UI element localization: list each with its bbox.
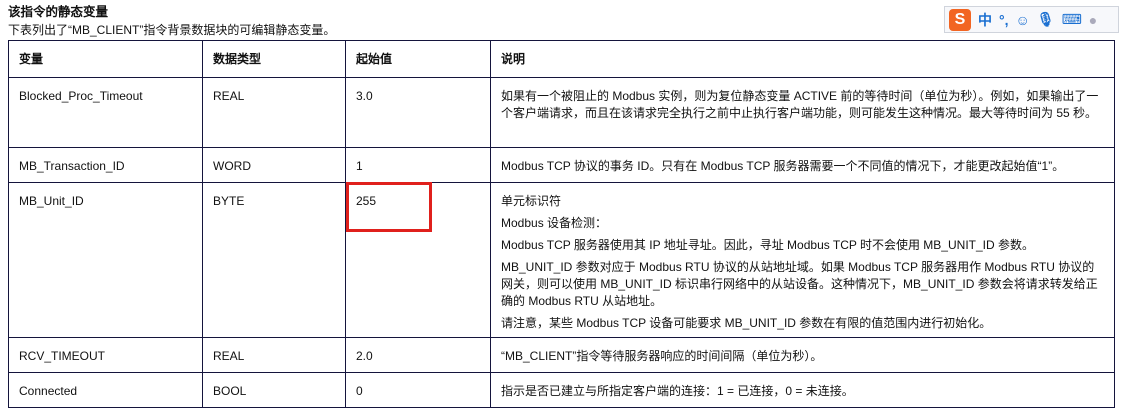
cell-type: BOOL: [202, 372, 346, 408]
microphone-icon[interactable]: 🎙: [1036, 11, 1055, 27]
cell-type: REAL: [202, 77, 346, 148]
cell-start: 2.0: [345, 337, 491, 373]
cell-start: 3.0: [345, 77, 491, 148]
keyboard-icon[interactable]: ⌨: [1061, 11, 1082, 27]
punctuation-toggle[interactable]: °,: [999, 11, 1009, 28]
cell-variable: RCV_TIMEOUT: [8, 337, 203, 373]
table-row: Blocked_Proc_Timeout REAL 3.0 如果有一个被阻止的 …: [8, 77, 1115, 148]
desc-text: Modbus TCP 协议的事务 ID。只有在 Modbus TCP 服务器需要…: [501, 159, 1065, 173]
ime-mode-toggle[interactable]: 中: [978, 11, 992, 28]
desc-text: Modbus TCP 服务器使用其 IP 地址寻址。因此，寻址 Modbus T…: [501, 238, 1034, 252]
desc-text: 指示是否已建立与所指定客户端的连接：1 = 已连接，0 = 未连接。: [501, 384, 854, 398]
desc-text: 如果有一个被阻止的 Modbus 实例，则为复位静态变量 ACTIVE 前的等待…: [501, 89, 1099, 120]
header-variable: 变量: [8, 40, 203, 78]
cell-type: BYTE: [202, 182, 346, 338]
table-row: MB_Unit_ID BYTE 255 单元标识符 Modbus 设备检测： M…: [8, 182, 1115, 338]
cell-desc: 如果有一个被阻止的 Modbus 实例，则为复位静态变量 ACTIVE 前的等待…: [490, 77, 1115, 148]
cell-variable: Connected: [8, 372, 203, 408]
desc-text: 请注意，某些 Modbus TCP 设备可能要求 MB_UNIT_ID 参数在有…: [501, 316, 992, 330]
header-type: 数据类型: [202, 40, 346, 78]
cell-desc: 单元标识符 Modbus 设备检测： Modbus TCP 服务器使用其 IP …: [490, 182, 1115, 338]
cell-desc: Modbus TCP 协议的事务 ID。只有在 Modbus TCP 服务器需要…: [490, 147, 1115, 183]
desc-text: “MB_CLIENT”指令等待服务器响应的时间间隔（单位为秒）。: [501, 349, 823, 363]
table-header: 变量 数据类型 起始值 说明: [8, 40, 1115, 78]
cell-start: 255: [345, 182, 491, 338]
cell-desc: 指示是否已建立与所指定客户端的连接：1 = 已连接，0 = 未连接。: [490, 372, 1115, 408]
cell-variable: Blocked_Proc_Timeout: [8, 77, 203, 148]
desc-text: MB_UNIT_ID 参数对应于 Modbus RTU 协议的从站地址域。如果 …: [501, 260, 1098, 308]
user-icon[interactable]: ●: [1088, 11, 1098, 28]
header-desc: 说明: [490, 40, 1115, 78]
cell-start: 0: [345, 372, 491, 408]
sogou-logo[interactable]: S: [949, 8, 971, 31]
table-row: Connected BOOL 0 指示是否已建立与所指定客户端的连接：1 = 已…: [8, 372, 1115, 408]
cell-desc: “MB_CLIENT”指令等待服务器响应的时间间隔（单位为秒）。: [490, 337, 1115, 373]
desc-text: Modbus 设备检测：: [501, 216, 608, 230]
cell-variable: MB_Unit_ID: [8, 182, 203, 338]
cell-variable: MB_Transaction_ID: [8, 147, 203, 183]
table-row: MB_Transaction_ID WORD 1 Modbus TCP 协议的事…: [8, 147, 1115, 183]
emoji-icon[interactable]: ☺: [1015, 11, 1030, 28]
static-variables-table: 变量 数据类型 起始值 说明 Blocked_Proc_Timeout REAL…: [8, 40, 1115, 408]
section-description: 下表列出了“MB_CLIENT”指令背景数据块的可编辑静态变量。: [8, 23, 336, 37]
desc-text: 单元标识符: [501, 194, 562, 208]
cell-type: WORD: [202, 147, 346, 183]
cell-type: REAL: [202, 337, 346, 373]
table-row: RCV_TIMEOUT REAL 2.0 “MB_CLIENT”指令等待服务器响…: [8, 337, 1115, 373]
cell-start: 1: [345, 147, 491, 183]
ime-toolbar[interactable]: S 中 °, ☺ 🎙 ⌨ ●: [944, 6, 1119, 33]
section-title: 该指令的静态变量: [8, 5, 109, 19]
header-start: 起始值: [345, 40, 491, 78]
